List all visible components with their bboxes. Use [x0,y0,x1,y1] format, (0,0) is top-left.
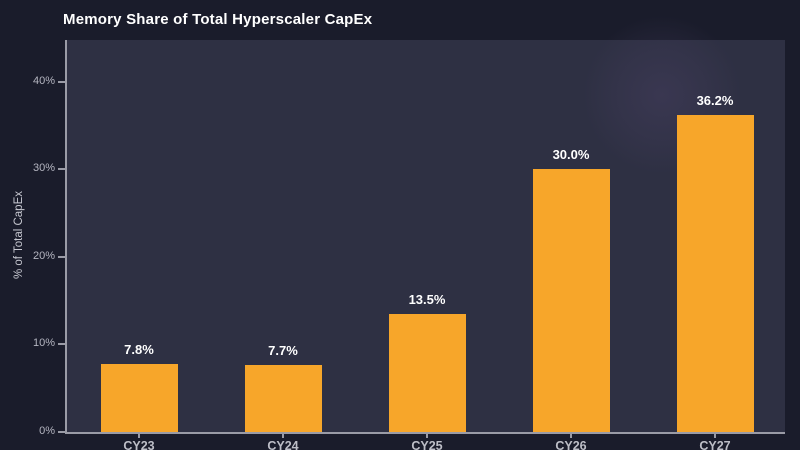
y-tick-label: 30% [32,162,55,175]
x-category-label: CY26 [555,439,587,450]
bar-CY26 [532,169,610,432]
bar-CY25 [388,313,466,432]
x-tick-mark [714,434,716,438]
bar-slot: 13.5% CY25 [355,40,499,450]
y-tick-label: 10% [32,337,55,350]
x-category-label: CY23 [123,439,155,450]
bar-value-label: 7.7% [268,342,298,358]
y-tick-mark [58,80,65,83]
bar-slot: 36.2% CY27 [643,40,787,450]
bar-value-label: 13.5% [408,291,446,307]
bar-slot: 7.7% CY24 [211,40,355,450]
y-tick-mark [58,168,65,171]
y-tick-label: 20% [32,249,55,262]
bar-value-label: 30.0% [552,147,590,163]
x-category-label: CY24 [267,439,299,450]
y-tick-label: 0% [39,425,55,437]
bar-CY23 [100,363,178,432]
x-tick-mark [282,434,284,438]
x-tick-mark [426,434,428,438]
y-tick-mark [58,343,65,346]
bar-value-label: 7.8% [124,341,154,357]
bar-CY27 [676,115,754,432]
x-category-label: CY27 [699,439,731,450]
x-tick-mark [138,434,140,438]
y-tick-label: 40% [32,74,55,87]
y-tick-mark [58,431,65,433]
bar-value-label: 36.2% [696,93,734,109]
plot-area: 0% 10% 20% 30% 40% 7.8% CY23 7.7% CY24 13.5% CY25… [33,15,787,450]
bar-CY24 [244,364,322,432]
x-category-label: CY25 [411,439,443,450]
bar-slot: 7.8% CY23 [67,40,211,450]
x-tick-mark [570,434,572,438]
bar-slot: 30.0% CY26 [499,40,643,450]
y-axis-title: % of Total CapEx [13,191,25,280]
y-tick-mark [58,255,65,258]
chart-title: Memory Share of Total Hyperscaler CapEx [63,11,373,28]
